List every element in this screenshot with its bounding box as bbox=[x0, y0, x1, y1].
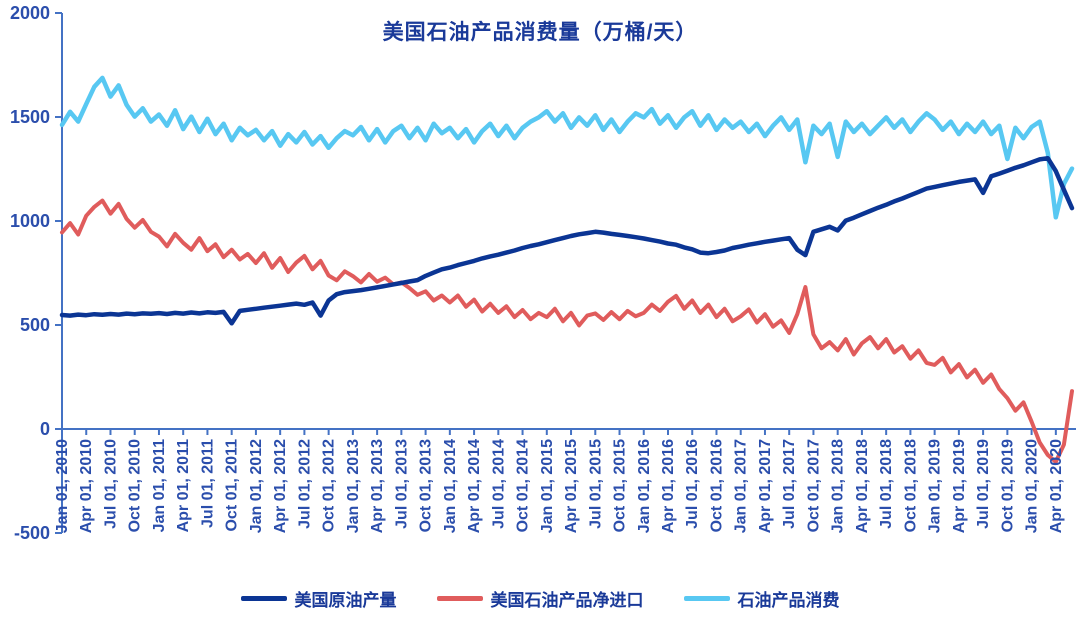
x-axis-tick-label: Oct 01, 2013 bbox=[418, 439, 435, 533]
x-axis-tick-label: Jul 01, 2013 bbox=[393, 439, 410, 529]
y-axis-tick-label: 500 bbox=[20, 315, 50, 335]
series-line bbox=[59, 155, 1075, 326]
legend-item-product-consumption: 石油产品消费 bbox=[683, 586, 840, 611]
x-axis-tick-label: Oct 01, 2012 bbox=[321, 439, 338, 533]
x-axis-tick-label: Oct 01, 2014 bbox=[515, 439, 532, 533]
x-axis-tick-label: Apr 01, 2017 bbox=[757, 439, 774, 533]
x-axis-tick-label: Jan 01, 2017 bbox=[733, 439, 750, 533]
x-axis-tick-label: Apr 01, 2019 bbox=[951, 439, 968, 533]
x-axis-tick-label: Oct 01, 2017 bbox=[805, 439, 822, 533]
x-axis-tick-label: Apr 01, 2012 bbox=[272, 439, 289, 533]
x-axis-tick-label: Apr 01, 2016 bbox=[660, 439, 677, 533]
x-axis-tick-label: Oct 01, 2016 bbox=[708, 439, 725, 533]
legend-label-crude-production: 美国原油产量 bbox=[294, 591, 397, 610]
x-axis-tick-label: Apr 01, 2015 bbox=[563, 439, 580, 533]
x-axis-tick-label: Jan 01, 2016 bbox=[636, 439, 653, 533]
x-axis-tick-label: Jan 01, 2012 bbox=[248, 439, 265, 533]
x-axis-tick-label: Jul 01, 2012 bbox=[296, 439, 313, 529]
y-axis-tick-label: 1000 bbox=[10, 211, 50, 231]
x-axis-tick-label: Oct 01, 2019 bbox=[999, 439, 1016, 533]
x-axis-tick-label: Jan 01, 2011 bbox=[151, 439, 168, 533]
series-line bbox=[60, 198, 1074, 464]
y-axis-tick-label: 0 bbox=[40, 419, 50, 439]
x-axis-tick-label: Jul 01, 2010 bbox=[102, 439, 119, 529]
x-axis-tick-label: Jul 01, 2018 bbox=[878, 439, 895, 529]
legend-label-net-imports: 美国石油产品净进口 bbox=[490, 591, 644, 610]
x-axis-tick-label: Apr 01, 2010 bbox=[78, 439, 95, 533]
x-axis-tick-label: Jan 01, 2013 bbox=[345, 439, 362, 533]
y-axis-tick-label: 1500 bbox=[10, 107, 50, 127]
x-axis-tick-label: Apr 01, 2014 bbox=[466, 439, 483, 533]
x-axis-tick-label: Apr 01, 2020 bbox=[1048, 439, 1065, 533]
x-axis-tick-label: Oct 01, 2015 bbox=[612, 439, 629, 533]
x-axis-tick-label: Jul 01, 2016 bbox=[684, 439, 701, 529]
x-axis-tick-label: Apr 01, 2013 bbox=[369, 439, 386, 533]
x-axis-tick-label: Oct 01, 2011 bbox=[224, 439, 241, 532]
legend-swatch-product-consumption-line bbox=[683, 596, 730, 601]
x-axis-tick-label: Jan 01, 2015 bbox=[539, 439, 556, 533]
x-axis-tick-label: Apr 01, 2011 bbox=[175, 439, 192, 533]
legend-label-product-consumption: 石油产品消费 bbox=[737, 591, 840, 610]
x-axis-tick-label: Jan 01, 2019 bbox=[927, 439, 944, 533]
x-axis-tick-label: Jan 01, 2010 bbox=[54, 439, 71, 533]
series-line bbox=[59, 75, 1075, 220]
x-axis-tick-label: Jan 01, 2014 bbox=[442, 439, 459, 533]
x-axis-tick-label: Oct 01, 2018 bbox=[902, 439, 919, 533]
x-axis-tick-label: Jul 01, 2015 bbox=[587, 439, 604, 529]
x-axis-tick-label: Jul 01, 2017 bbox=[781, 439, 798, 529]
legend-item-net-imports: 美国石油产品净进口 bbox=[436, 586, 644, 611]
x-axis-tick-label: Jul 01, 2019 bbox=[975, 439, 992, 529]
legend-swatch-crude-production-line bbox=[240, 596, 287, 601]
y-axis-tick-label: 2000 bbox=[10, 3, 50, 23]
x-axis-tick-label: Jan 01, 2020 bbox=[1024, 439, 1041, 533]
x-axis-tick-label: Jul 01, 2011 bbox=[199, 439, 216, 528]
legend-swatch-net-imports-line bbox=[436, 596, 483, 601]
y-axis-tick-label: -500 bbox=[14, 523, 50, 543]
x-axis-tick-label: Jul 01, 2014 bbox=[490, 439, 507, 529]
legend: 美国原油产量 美国石油产品净进口 石油产品消费 bbox=[0, 586, 1080, 611]
x-axis-tick-label: Apr 01, 2018 bbox=[854, 439, 871, 533]
x-axis-tick-label: Jan 01, 2018 bbox=[830, 439, 847, 533]
chart-title: 美国石油产品消费量（万桶/天） bbox=[382, 21, 698, 44]
x-axis-tick-label: Oct 01, 2010 bbox=[127, 439, 144, 533]
legend-item-crude-production: 美国原油产量 bbox=[240, 586, 397, 611]
